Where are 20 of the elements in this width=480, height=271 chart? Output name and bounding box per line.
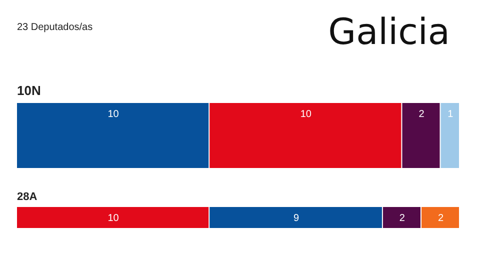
bar (210, 207, 382, 228)
data-label: 10 (300, 109, 312, 120)
bar (17, 103, 209, 168)
chart-subtitle: 23 Deputados/as (17, 22, 93, 33)
bar (17, 207, 209, 228)
data-label: 2 (399, 213, 406, 224)
bar (440, 103, 459, 168)
bar (421, 207, 459, 228)
bar (402, 103, 440, 168)
data-label: 10 (108, 213, 120, 224)
data-label: 1 (448, 109, 454, 120)
data-label: 10 (108, 109, 120, 120)
y-tick-label: 28A (17, 191, 38, 203)
bar (210, 103, 402, 168)
bar (382, 207, 420, 228)
data-label: 2 (438, 213, 444, 224)
y-tick-label: 10N (17, 83, 41, 98)
chart-title: Galicia (328, 12, 450, 53)
data-label: 2 (418, 109, 425, 120)
data-label: 9 (294, 213, 300, 224)
